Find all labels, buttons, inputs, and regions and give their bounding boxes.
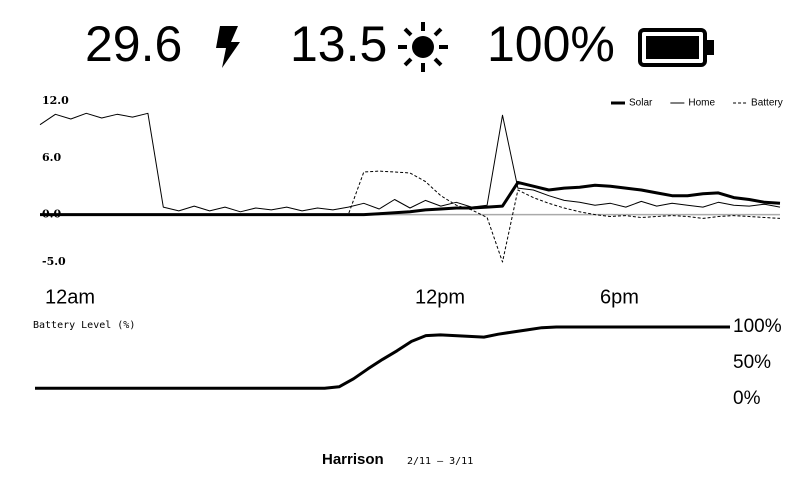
x-tick-label: 6pm [600,286,639,308]
battery-chart-title: Battery Level (%) [33,320,135,331]
date-range: 2/11 – 3/11 [407,456,473,467]
legend-label: Solar [629,98,653,109]
location-name: Harrison [322,451,384,468]
legend-label: Battery [751,98,783,109]
battery-icon [638,28,714,67]
series-line [39,112,781,213]
sun-icon [398,22,448,72]
series-line [40,170,781,263]
series-line [35,325,730,390]
x-tick-label: 12am [45,286,95,308]
y-tick-label: 6.0 [42,151,61,164]
y-tick-label: 12.0 [42,94,69,107]
bolt-icon [216,26,240,68]
x-tick-label: 12pm [415,286,465,308]
y-tick-label: 100% [733,316,782,337]
solar-value: 13.5 [290,16,387,72]
series-line [40,180,781,217]
power-value: 29.6 [85,16,182,72]
y-tick-label: 0% [733,388,761,409]
y-tick-label: 50% [733,352,771,373]
battery-value: 100% [487,16,615,72]
y-tick-label: -5.0 [42,255,66,268]
legend-label: Home [688,98,715,109]
